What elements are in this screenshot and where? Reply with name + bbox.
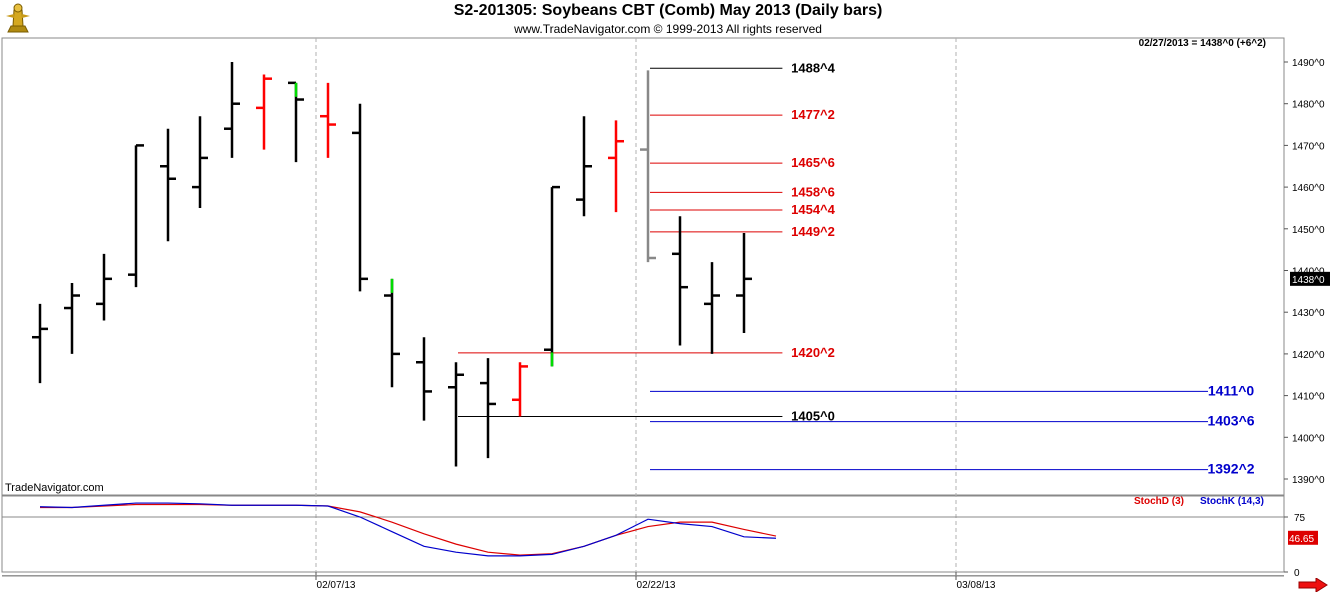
price-axis[interactable]: 1490^01480^01470^01460^01450^01440^01430… xyxy=(1284,58,1330,579)
level-label: 1392^2 xyxy=(1207,461,1254,477)
price-tick-label: 1400^0 xyxy=(1292,433,1325,444)
level-label: 1465^6 xyxy=(791,155,835,170)
price-tick-label: 1420^0 xyxy=(1292,350,1325,361)
level-label: 1411^0 xyxy=(1208,382,1255,398)
level-label: 1449^2 xyxy=(791,224,835,239)
price-tick-label: 1410^0 xyxy=(1292,392,1325,403)
last-price-label: 1438^0 xyxy=(1292,275,1325,286)
ohlc-bars xyxy=(32,62,752,467)
price-levels: 1488^4 1477^2 1465^6 1458^6 1454^4 1449^2 1420… xyxy=(458,60,1255,477)
chart-frame xyxy=(1,37,1285,577)
chart-title: S2-201305: Soybeans CBT (Comb) May 2013 … xyxy=(453,2,883,19)
scroll-right-arrow-icon[interactable] xyxy=(1298,578,1328,592)
price-tick-label: 1470^0 xyxy=(1292,141,1325,152)
price-tick-label: 1430^0 xyxy=(1292,308,1325,319)
stochastic-panel xyxy=(2,502,1284,577)
price-tick-label: 1450^0 xyxy=(1292,225,1325,236)
last-bar-info: 02/27/2013 = 1438^0 (+6^2) xyxy=(1138,38,1266,49)
date-axis[interactable]: 02/07/13 02/22/13 03/08/13 xyxy=(315,572,996,591)
last-price-box xyxy=(1290,271,1330,286)
date-tick-label: 03/08/13 xyxy=(957,580,996,591)
stochd-line xyxy=(40,503,777,556)
level-label: 1477^2 xyxy=(791,107,835,122)
date-tick-label: 02/22/13 xyxy=(637,580,676,591)
price-tick-label: 1490^0 xyxy=(1292,58,1325,69)
stoch-tick-label: 75 xyxy=(1294,513,1306,524)
trading-pit-logo-icon xyxy=(2,2,34,36)
price-tick-label: 1480^0 xyxy=(1292,100,1325,111)
chart-header: S2-201305: Soybeans CBT (Comb) May 2013 … xyxy=(0,0,1336,38)
price-plot-area xyxy=(1,37,1285,496)
stoch-value-label: 46.65 xyxy=(1289,534,1314,545)
level-label: 1420^2 xyxy=(791,345,835,360)
copyright-text: www.TradeNavigator.com © 1999-2013 All r… xyxy=(514,22,822,36)
stoch-plot-area xyxy=(1,495,1285,573)
price-tick-label: 1460^0 xyxy=(1292,183,1325,194)
stochk-line xyxy=(39,502,777,557)
stochk-legend: StochK (14,3) xyxy=(1200,496,1264,507)
brand-watermark: TradeNavigator.com xyxy=(5,482,104,494)
level-label: 1458^6 xyxy=(791,184,835,199)
date-tick-label: 02/07/13 xyxy=(317,580,356,591)
stochd-legend: StochD (3) xyxy=(1134,496,1184,507)
level-label: 1454^4 xyxy=(791,202,836,217)
level-label: 1405^0 xyxy=(791,408,835,423)
price-tick-label: 1390^0 xyxy=(1292,475,1325,486)
stoch-tick-label: 0 xyxy=(1294,568,1300,579)
stoch-value-box xyxy=(1288,530,1318,545)
level-label: 1488^4 xyxy=(791,60,836,75)
level-label: 1403^6 xyxy=(1207,413,1254,429)
